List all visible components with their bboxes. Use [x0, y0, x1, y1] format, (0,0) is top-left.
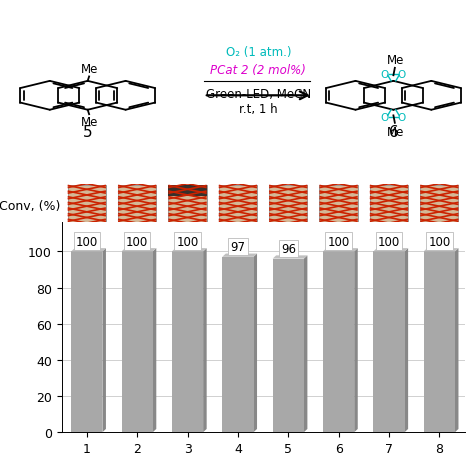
Text: 96: 96	[281, 242, 296, 255]
FancyBboxPatch shape	[168, 185, 207, 227]
Text: O: O	[398, 113, 406, 123]
Text: 6: 6	[389, 125, 398, 140]
Polygon shape	[354, 248, 358, 432]
FancyBboxPatch shape	[118, 185, 156, 227]
Polygon shape	[121, 248, 156, 252]
Text: 100: 100	[126, 235, 148, 248]
Text: PCat 2 (2 mol%): PCat 2 (2 mol%)	[210, 64, 306, 76]
Text: 100: 100	[76, 235, 98, 248]
Polygon shape	[424, 248, 458, 252]
Text: 100: 100	[328, 235, 350, 248]
Bar	[424, 252, 455, 432]
FancyBboxPatch shape	[68, 185, 106, 227]
Bar	[172, 252, 203, 432]
Bar	[323, 252, 354, 432]
Text: Green-LED, MeCN: Green-LED, MeCN	[206, 88, 311, 101]
FancyBboxPatch shape	[420, 185, 458, 227]
Text: Me: Me	[387, 126, 404, 138]
Bar	[222, 257, 254, 432]
FancyBboxPatch shape	[370, 185, 408, 227]
Polygon shape	[374, 248, 408, 252]
Polygon shape	[273, 256, 307, 259]
FancyBboxPatch shape	[168, 185, 207, 197]
Polygon shape	[203, 248, 207, 432]
Polygon shape	[71, 248, 106, 252]
Text: Me: Me	[82, 63, 99, 76]
Text: r.t, 1 h: r.t, 1 h	[239, 103, 278, 116]
FancyBboxPatch shape	[219, 185, 257, 227]
Polygon shape	[102, 248, 106, 432]
Polygon shape	[153, 248, 156, 432]
Polygon shape	[304, 256, 307, 432]
FancyBboxPatch shape	[319, 185, 358, 227]
Polygon shape	[254, 254, 257, 432]
Polygon shape	[323, 248, 358, 252]
Text: O: O	[381, 70, 389, 80]
Bar	[121, 252, 153, 432]
Text: Me: Me	[82, 116, 99, 129]
Bar	[273, 259, 304, 432]
Text: 5: 5	[83, 125, 92, 140]
FancyBboxPatch shape	[269, 185, 307, 227]
Polygon shape	[172, 248, 207, 252]
Text: 97: 97	[230, 241, 246, 253]
Text: 100: 100	[176, 235, 199, 248]
Polygon shape	[455, 248, 458, 432]
Bar	[374, 252, 405, 432]
Text: O₂ (1 atm.): O₂ (1 atm.)	[226, 46, 291, 59]
Text: Conv, (%): Conv, (%)	[0, 199, 61, 212]
Text: 100: 100	[428, 235, 450, 248]
Text: O: O	[398, 70, 406, 80]
Bar	[71, 252, 102, 432]
Text: 100: 100	[378, 235, 400, 248]
Polygon shape	[405, 248, 408, 432]
Text: Me: Me	[387, 54, 404, 67]
Polygon shape	[222, 254, 257, 257]
Text: O: O	[381, 113, 389, 123]
